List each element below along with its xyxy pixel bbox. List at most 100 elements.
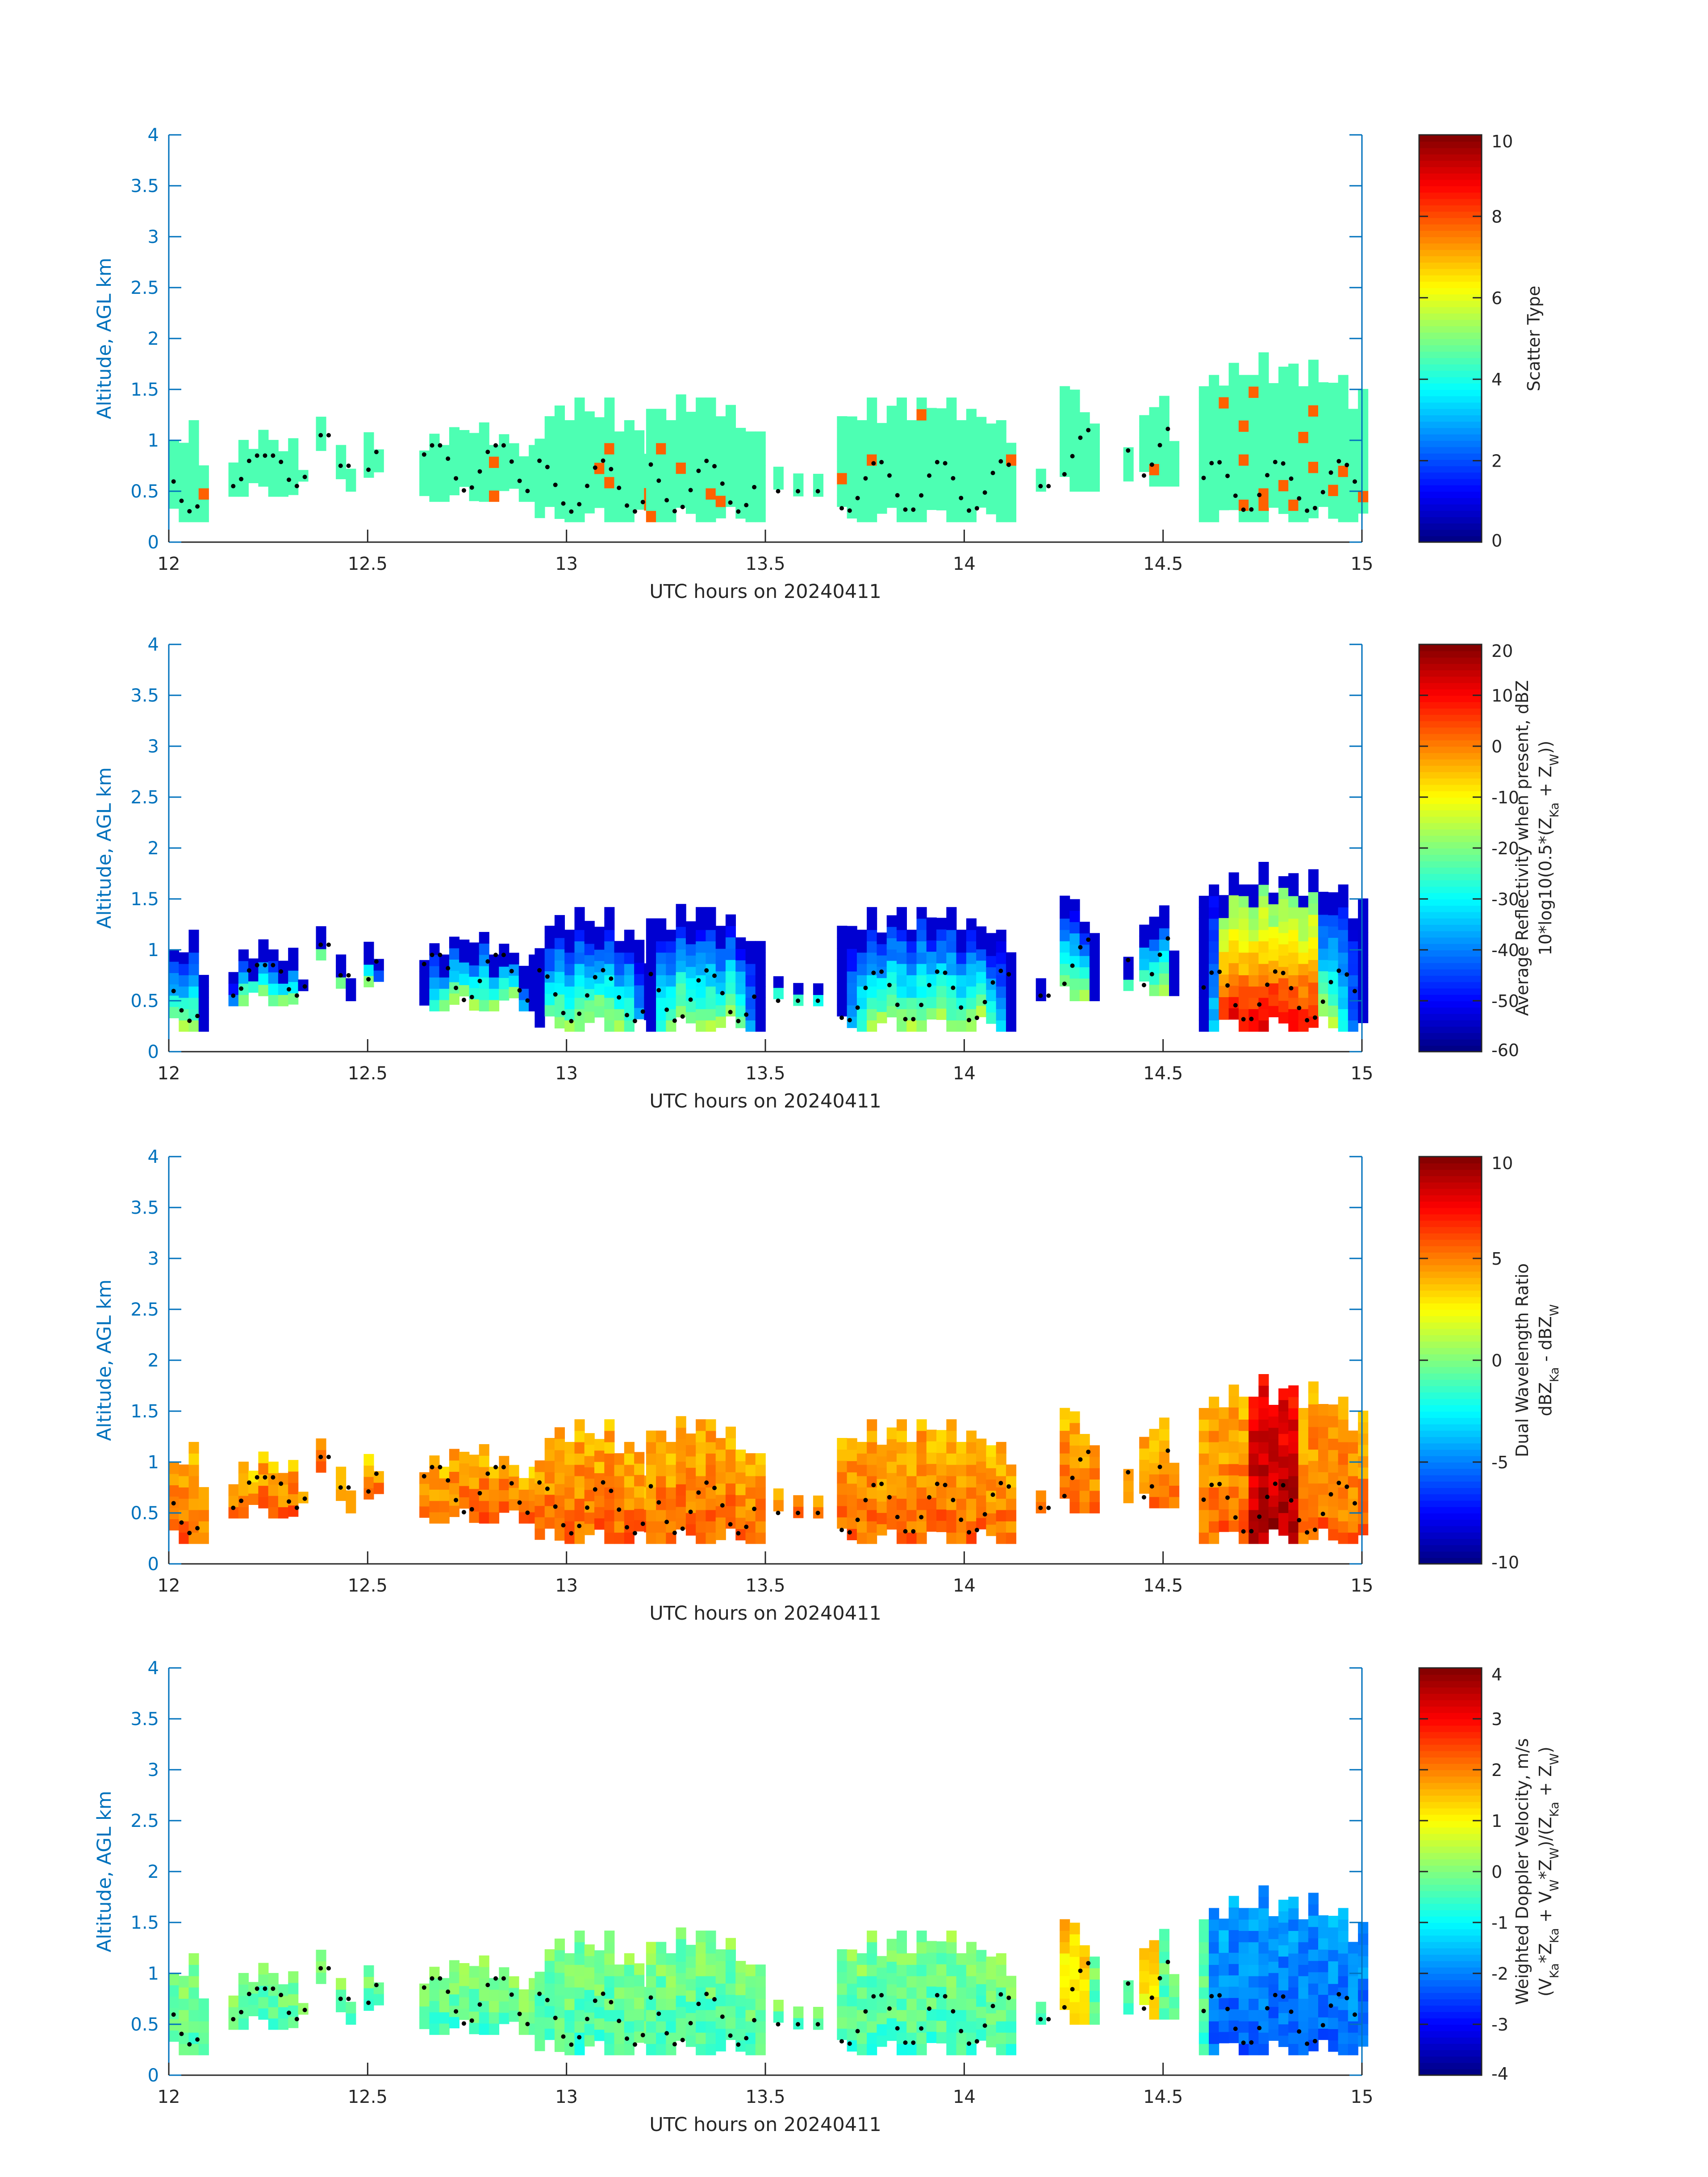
field-cell: [248, 1482, 259, 1494]
field-cell: [745, 2021, 756, 2033]
field-cell: [986, 435, 997, 447]
field-cell: [1209, 488, 1219, 500]
field-cell: [169, 1007, 180, 1019]
colorbar-swatch: [1419, 1751, 1482, 1758]
colorbar-swatch: [1419, 535, 1482, 543]
field-cell: [696, 975, 706, 987]
field-cell: [363, 1488, 374, 1500]
field-cell: [685, 491, 696, 503]
field-cell: [966, 1442, 977, 1454]
field-cell: [1338, 997, 1349, 1009]
field-cell: [535, 1483, 545, 1495]
field-cell: [837, 484, 848, 496]
field-cell: [926, 2031, 937, 2043]
field-cell: [1328, 1005, 1339, 1017]
field-cell: [535, 1505, 545, 1517]
field-cell: [1238, 386, 1249, 398]
field-cell: [656, 963, 667, 975]
field-cell: [198, 476, 209, 489]
colorbar-swatch: [1419, 1488, 1482, 1495]
marker-dot: [839, 2039, 844, 2044]
field-cell: [634, 2020, 645, 2032]
field-cell: [1268, 473, 1279, 485]
field-cell: [1249, 2010, 1259, 2022]
field-cell: [956, 1998, 967, 2010]
marker-dot: [593, 1487, 597, 1492]
field-cell: [509, 2010, 519, 2022]
field-cell: [676, 972, 686, 984]
colorbar-swatch: [1419, 1872, 1482, 1879]
field-cell: [646, 929, 656, 941]
field-cell: [238, 961, 249, 973]
field-cell: [867, 986, 877, 998]
field-cell: [696, 918, 706, 930]
field-cell: [509, 1465, 519, 1477]
field-cell: [449, 461, 459, 473]
field-cell: [1328, 1983, 1339, 1995]
field-cell: [706, 499, 716, 511]
colorbar-swatch: [1419, 447, 1482, 454]
field-cell: [1238, 1509, 1249, 1521]
field-cell: [1348, 454, 1358, 466]
field-cell: [656, 409, 667, 421]
field-cell: [1278, 412, 1289, 424]
field-cell: [1298, 952, 1309, 964]
colorbar-swatch: [1419, 1763, 1482, 1771]
field-cell: [656, 1487, 667, 1499]
field-cell: [745, 1009, 756, 1021]
colorbar-swatch: [1419, 841, 1482, 849]
colorbar-swatch: [1419, 179, 1482, 187]
x-tick-label: 12: [158, 2087, 180, 2107]
field-cell: [685, 966, 696, 978]
field-cell: [1219, 929, 1229, 941]
field-cell: [1159, 452, 1169, 464]
field-cell: [847, 1495, 857, 1507]
field-cell: [715, 495, 726, 507]
field-cell: [847, 1960, 857, 1972]
marker-dot: [887, 982, 892, 987]
field-cell: [1278, 389, 1289, 401]
field-cell: [656, 499, 667, 511]
field-cell: [946, 488, 957, 500]
field-cell: [1089, 989, 1100, 1001]
field-cell: [614, 1509, 625, 1521]
field-cell: [946, 1009, 957, 1021]
marker-dot: [246, 459, 251, 464]
field-cell: [634, 2008, 645, 2020]
field-cell: [837, 472, 848, 485]
colorbar-swatch: [1419, 1719, 1482, 1726]
field-cell: [867, 1942, 877, 1954]
field-cell: [735, 496, 746, 508]
field-cell: [666, 1009, 677, 1021]
field-cell: [745, 975, 756, 987]
field-cell: [554, 1984, 565, 1996]
field-cell: [1199, 975, 1209, 987]
field-cell: [1308, 1517, 1319, 1529]
field-cell: [936, 2031, 947, 2043]
marker-dot: [871, 970, 876, 975]
field-cell: [906, 1964, 917, 1976]
field-cell: [1348, 963, 1358, 975]
field-cell: [946, 907, 957, 919]
field-cell: [1199, 1509, 1209, 1521]
field-cell: [1328, 1016, 1339, 1028]
field-cell: [594, 462, 605, 474]
colorbar-swatch: [1419, 1195, 1482, 1202]
field-cell: [676, 1484, 686, 1496]
field-cell: [946, 409, 957, 421]
field-cell: [1348, 1009, 1358, 1021]
field-cell: [1249, 2043, 1259, 2056]
field-cell: [1199, 1009, 1209, 1021]
field-cell: [666, 941, 677, 953]
field-cell: [976, 983, 987, 995]
field-cell: [1318, 1960, 1329, 1972]
x-tick-label: 13: [555, 1575, 578, 1596]
field-cell: [346, 989, 356, 1001]
field-cell: [188, 510, 199, 522]
colorbar-swatch: [1419, 262, 1482, 269]
field-cell: [363, 466, 374, 478]
field-cell: [1268, 2006, 1279, 2018]
field-cell: [1199, 1487, 1209, 1499]
field-cell: [584, 1978, 595, 1990]
field-cell: [715, 2017, 726, 2029]
